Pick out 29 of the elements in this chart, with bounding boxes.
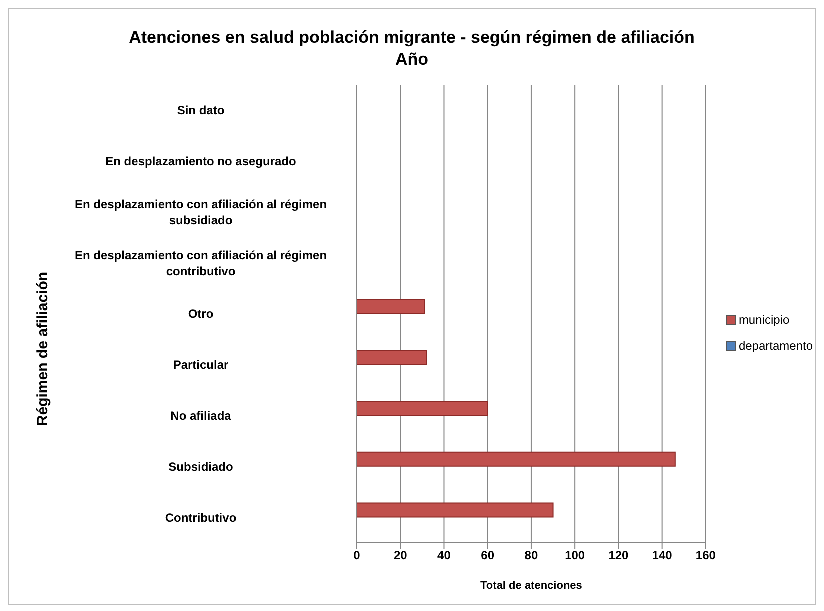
legend-label: departamento [738,339,813,353]
y-tick-label: En desplazamiento no asegurado [106,154,296,169]
x-tick-label: 40 [438,548,452,563]
y-tick-label: Sin dato [177,104,225,118]
bar [357,299,426,314]
chart-subtitle: Año [394,49,430,71]
bar [357,350,428,366]
y-tick-label: Subsidiado [168,460,234,474]
bar [357,401,488,416]
x-tick-label: 140 [652,548,673,563]
x-tick-label: 100 [565,548,586,563]
chart-title: Atenciones en salud población migrante - según régimen de afiliación [128,27,696,49]
y-tick-label: En desplazamiento con afiliación al régimen contributivo [74,248,328,278]
y-tick-label: Otro [188,307,214,322]
x-tick-label: 80 [524,548,538,563]
x-tick-label: 20 [394,548,408,563]
legend-label: municipio [738,313,790,327]
y-tick-label: Contributivo [165,510,237,525]
x-tick-label: 160 [696,548,716,563]
y-axis-title: Régimen de afiliación [34,272,52,426]
y-tick-label: No afiliada [170,408,232,423]
y-tick-label: En desplazamiento con afiliación al régimen subsidiado [74,197,328,228]
x-tick-label: 120 [608,548,630,563]
bar [357,502,554,518]
x-tick-label: 0 [354,548,361,563]
x-axis-title: Total de atenciones [480,580,582,592]
y-tick-label: Particular [173,358,230,372]
bar [357,452,676,467]
x-tick-label: 60 [481,548,495,563]
